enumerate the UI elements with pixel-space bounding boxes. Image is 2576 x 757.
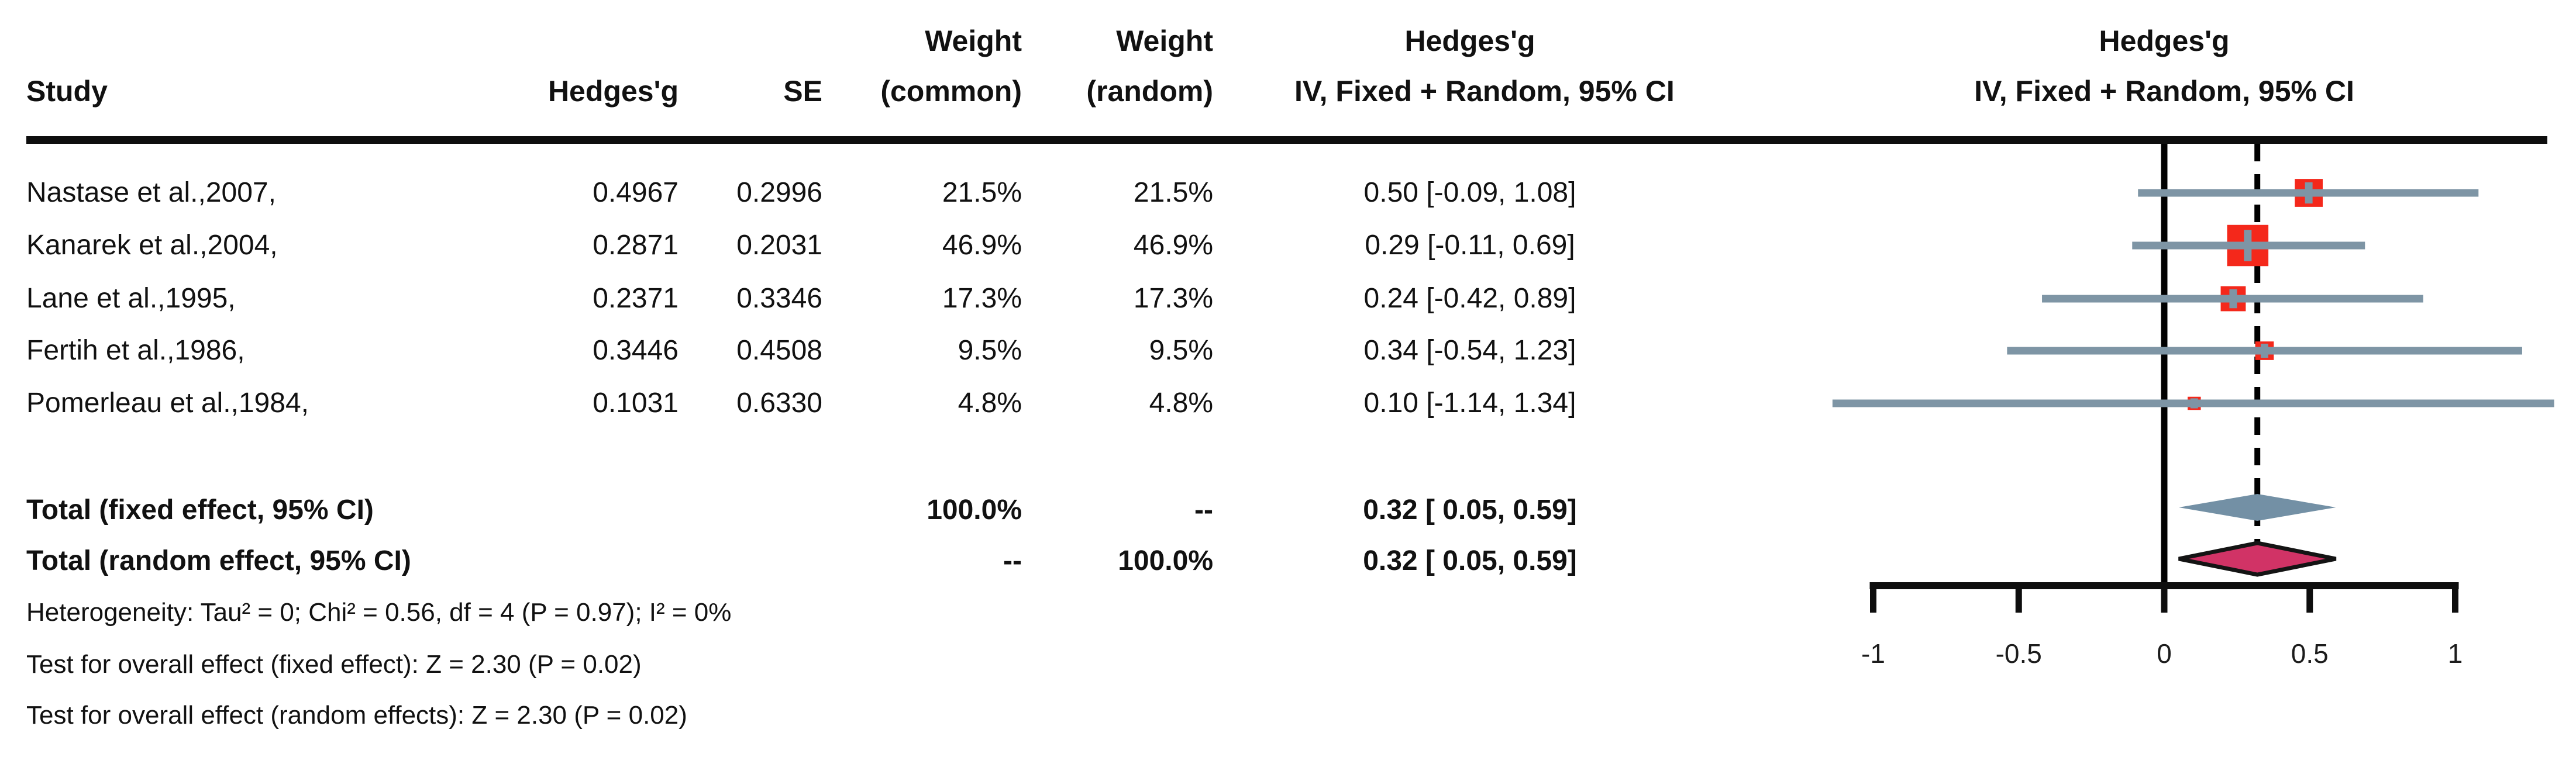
se-cell: 0.6330: [736, 388, 822, 419]
study-name-cell: Nastase et al.,2007,: [26, 177, 276, 208]
pooled-fixed-effect-diamond: [2178, 494, 2336, 521]
hedges-g-cell: 0.2371: [593, 283, 679, 314]
header-separator-line: [26, 136, 2547, 144]
ci-text-cell: 0.34 [-0.54, 1.23]: [1363, 335, 1576, 366]
weight-common-cell: 46.9%: [942, 230, 1022, 261]
point-estimate-cross: [2244, 230, 2252, 261]
x-axis-tick-label: 1: [2448, 638, 2463, 669]
weight-common-cell: 4.8%: [958, 388, 1022, 419]
study-name-cell: Kanarek et al.,2004,: [26, 230, 278, 261]
col-header-weight-common-line1: Weight: [925, 25, 1022, 57]
x-axis-tick-label: -0.5: [1996, 638, 2042, 669]
x-axis-tick-label: 0.5: [2291, 638, 2329, 669]
effect-square: [2227, 224, 2269, 267]
footnote-line: Test for overall effect (random effects)…: [26, 701, 687, 730]
col-header-study: Study: [26, 75, 108, 108]
hedges-g-cell: 0.1031: [593, 388, 679, 419]
col-header-weight-common-line2: (common): [880, 75, 1022, 108]
col-header-ci-line2: IV, Fixed + Random, 95% CI: [1294, 75, 1675, 108]
weight-random-cell: 4.8%: [1149, 388, 1213, 419]
weight-common-cell: --: [1003, 545, 1022, 576]
plot-header-line1: Hedges'g: [2099, 25, 2230, 57]
footnote-line: Heterogeneity: Tau² = 0; Chi² = 0.56, df…: [26, 598, 732, 627]
plot-header-line2: IV, Fixed + Random, 95% CI: [1974, 75, 2354, 108]
se-cell: 0.4508: [736, 335, 822, 366]
study-name-cell: Lane et al.,1995,: [26, 283, 236, 314]
hedges-g-cell: 0.2871: [593, 230, 679, 261]
total-label-cell: Total (fixed effect, 95% CI): [26, 495, 374, 526]
col-header-ci-line1: Hedges'g: [1404, 25, 1535, 57]
footnote-line: Test for overall effect (fixed effect): …: [26, 650, 642, 679]
weight-common-cell: 9.5%: [958, 335, 1022, 366]
weight-common-cell: 100.0%: [927, 495, 1022, 526]
ci-text-cell: 0.50 [-0.09, 1.08]: [1363, 177, 1576, 208]
ci-text-cell: 0.32 [ 0.05, 0.59]: [1363, 545, 1577, 576]
effect-square: [2220, 286, 2246, 312]
weight-random-cell: 9.5%: [1149, 335, 1213, 366]
hedges-g-cell: 0.4967: [593, 177, 679, 208]
x-axis-tick-label: -1: [1861, 638, 1885, 669]
effect-square: [2295, 179, 2323, 207]
effect-square: [2188, 396, 2201, 410]
study-name-cell: Fertih et al.,1986,: [26, 335, 245, 366]
study-name-cell: Pomerleau et al.,1984,: [26, 388, 309, 419]
se-cell: 0.3346: [736, 283, 822, 314]
point-estimate-cross: [2260, 343, 2268, 358]
point-estimate-cross: [2305, 182, 2313, 204]
x-axis-tick-label: 0: [2157, 638, 2172, 669]
ci-text-cell: 0.29 [-0.11, 0.69]: [1365, 230, 1575, 261]
point-estimate-cross: [2190, 398, 2198, 409]
point-estimate-cross: [2229, 289, 2237, 309]
weight-random-cell: 17.3%: [1133, 283, 1213, 314]
total-label-cell: Total (random effect, 95% CI): [26, 545, 411, 576]
pooled-random-effect-diamond: [2178, 541, 2337, 577]
weight-common-cell: 21.5%: [942, 177, 1022, 208]
weight-random-cell: 100.0%: [1118, 545, 1213, 576]
ci-text-cell: 0.32 [ 0.05, 0.59]: [1363, 495, 1577, 526]
ci-text-cell: 0.10 [-1.14, 1.34]: [1363, 388, 1576, 419]
effect-square: [2255, 341, 2274, 360]
se-cell: 0.2031: [736, 230, 822, 261]
weight-random-cell: --: [1194, 495, 1213, 526]
col-header-weight-random-line1: Weight: [1116, 25, 1213, 57]
weight-common-cell: 17.3%: [942, 283, 1022, 314]
weight-random-cell: 46.9%: [1133, 230, 1213, 261]
col-header-weight-random-line2: (random): [1086, 75, 1213, 108]
ci-text-cell: 0.24 [-0.42, 0.89]: [1363, 283, 1576, 314]
weight-random-cell: 21.5%: [1133, 177, 1213, 208]
col-header-se: SE: [783, 75, 822, 108]
se-cell: 0.2996: [736, 177, 822, 208]
col-header-hedges-g: Hedges'g: [547, 75, 679, 108]
hedges-g-cell: 0.3446: [593, 335, 679, 366]
